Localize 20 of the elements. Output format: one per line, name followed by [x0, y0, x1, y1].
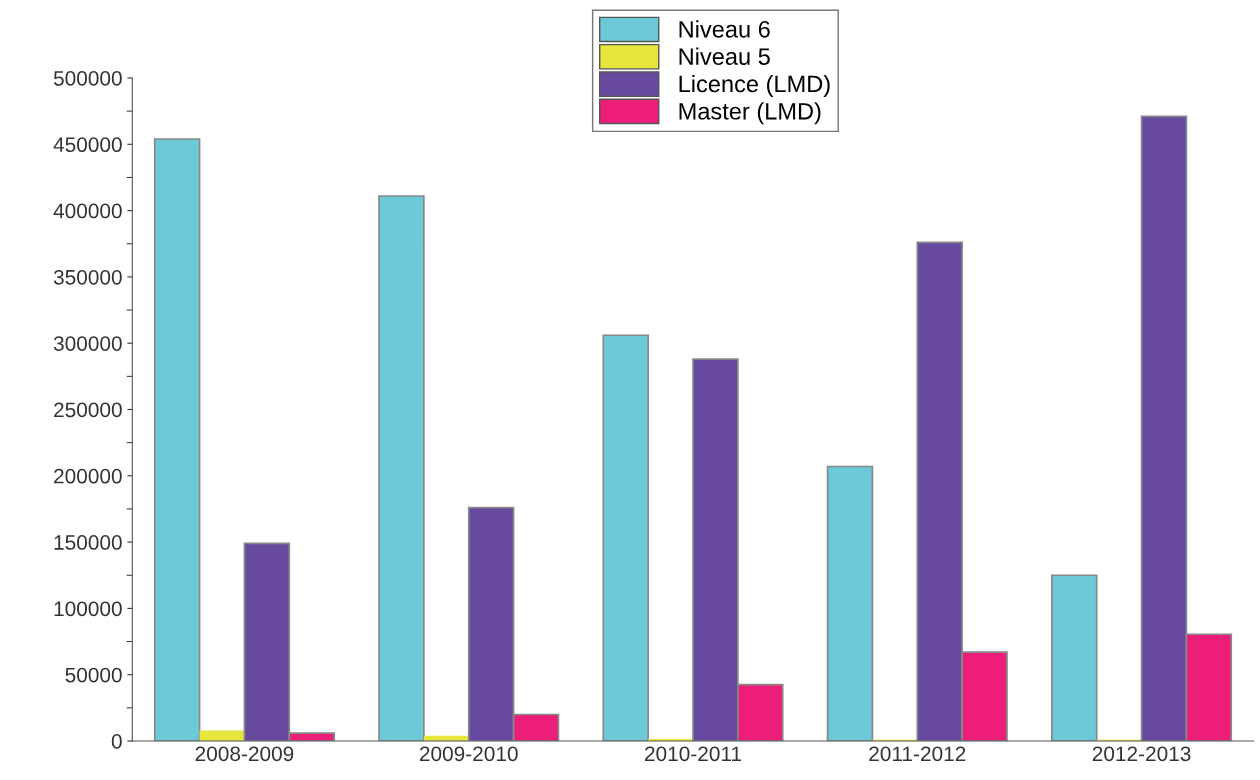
legend-label: Niveau 5: [679, 47, 770, 65]
x-tick-label: 2012-2013: [1092, 746, 1191, 762]
legend-label: Niveau 6: [679, 20, 770, 38]
legend-label: Master (LMD): [679, 102, 821, 125]
x-tick-label: 2008-2009: [195, 746, 294, 762]
y-tick-label: 150000: [54, 535, 122, 550]
x-tick-label: 2011-2012: [869, 746, 966, 762]
x-tick-label: 2010-2011: [645, 746, 742, 762]
y-tick-label: 500000: [53, 71, 122, 86]
legend-label: Licence (LMD): [679, 74, 830, 97]
y-tick-label: 450000: [53, 137, 122, 153]
y-tick-label: 350000: [53, 269, 122, 285]
x-tick-label: 2009-2010: [419, 746, 518, 762]
y-tick-label: 200000: [54, 468, 122, 484]
y-tick-label: 100000: [54, 601, 122, 617]
y-tick-label: 300000: [53, 336, 122, 351]
y-tick-label: 50000: [65, 667, 122, 683]
y-tick-label: 0: [111, 734, 122, 749]
y-tick-label: 250000: [54, 402, 122, 418]
y-tick-label: 400000: [53, 203, 122, 219]
